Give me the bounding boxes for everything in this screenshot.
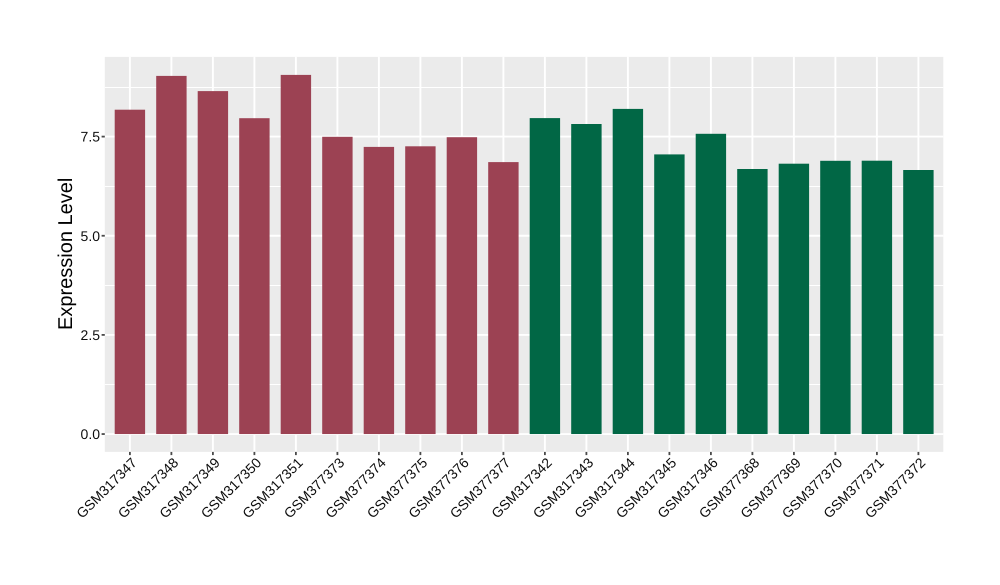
svg-text:Expression Level: Expression Level [55, 178, 77, 330]
svg-text:2.5: 2.5 [81, 327, 101, 343]
svg-text:0.0: 0.0 [81, 426, 101, 442]
svg-text:5.0: 5.0 [81, 228, 101, 244]
svg-text:7.5: 7.5 [81, 129, 101, 145]
